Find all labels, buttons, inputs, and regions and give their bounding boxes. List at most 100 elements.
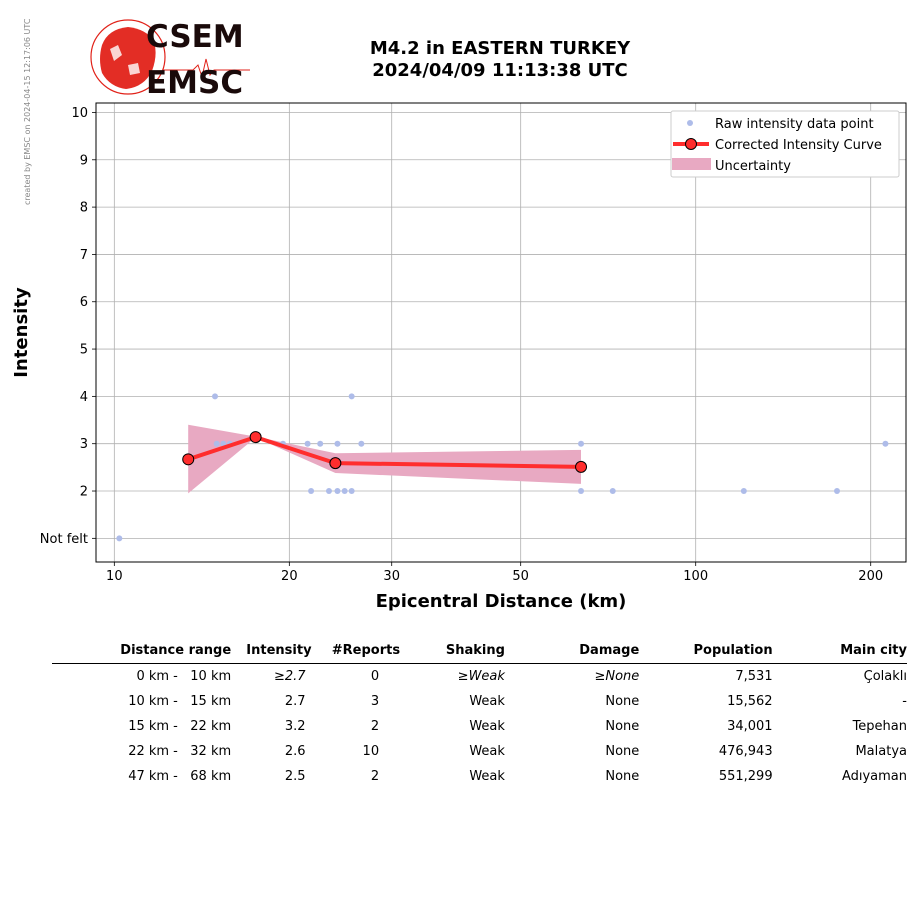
y-tick-label: 3 <box>80 437 88 452</box>
plot-frame <box>95 102 907 563</box>
x-tick-label: 200 <box>858 569 883 584</box>
uncertainty-band <box>188 424 581 494</box>
legend-raw-marker <box>687 120 693 126</box>
table-row: 22 km - 32 km 2.6 10 Weak None 476,943 Malatya <box>52 739 907 764</box>
grid-lines <box>96 103 906 562</box>
uncertainty-area <box>188 424 581 494</box>
table-cell-population: 15,562 <box>727 694 773 709</box>
logo-seismogram <box>163 58 250 79</box>
y-tick-label: 9 <box>80 153 88 168</box>
table-cell-reports: 10 <box>362 744 380 759</box>
curve-point <box>575 460 588 473</box>
y-tick-label: 4 <box>80 390 88 405</box>
table-cell-distance: 0 km - 10 km <box>136 669 232 684</box>
table-row: 0 km - 10 km ≥2.7 0 ≥Weak ≥None 7,531 Çolaklı <box>52 664 907 690</box>
header-distance: Distance range <box>120 643 232 658</box>
table-cell-distance: 47 km - 68 km <box>128 769 232 784</box>
logo-text-emsc: EMSC <box>146 65 243 100</box>
raw-data-point <box>317 440 324 447</box>
raw-data-point <box>212 393 219 400</box>
table-cell-intensity: 3.2 <box>284 719 306 734</box>
raw-data-point <box>609 488 616 495</box>
table-row: 15 km - 22 km 3.2 2 Weak None 34,001 Tepehan <box>52 714 907 739</box>
x-tick-label: 30 <box>383 569 400 584</box>
table-cell-intensity: 2.5 <box>284 769 306 784</box>
raw-data-point <box>578 440 585 447</box>
table-cell-distance: 15 km - 22 km <box>128 719 232 734</box>
table-cell-damage: ≥None <box>594 669 640 684</box>
y-tick-label: 7 <box>80 248 88 263</box>
table-cell-shaking: ≥Weak <box>457 669 505 684</box>
x-axis-label: Epicentral Distance (km) <box>376 591 627 612</box>
legend-box <box>670 110 900 178</box>
curve-point <box>249 431 262 444</box>
raw-data-point <box>740 488 747 495</box>
title-line-1: M4.2 in EASTERN TURKEY <box>369 38 631 59</box>
table-cell-reports: 2 <box>370 769 380 784</box>
table-cell-shaking: Weak <box>469 694 505 709</box>
table-cell-city: - <box>902 694 907 709</box>
table-cell-population: 476,943 <box>718 744 773 759</box>
raw-data-point <box>334 440 341 447</box>
raw-data-point <box>348 393 355 400</box>
table-header-row: Distance range Intensity #Reports Shakin… <box>52 640 907 664</box>
table-cell-damage: None <box>605 719 640 734</box>
table-cell-damage: None <box>605 744 640 759</box>
curve-line <box>187 435 582 469</box>
legend-curve-marker <box>685 138 697 150</box>
raw-data-point <box>882 440 889 447</box>
logo-map-detail <box>110 45 140 75</box>
y-tick-label: 10 <box>71 106 88 121</box>
raw-data-point <box>213 440 220 447</box>
raw-data-point <box>348 488 355 495</box>
raw-data-point <box>308 488 315 495</box>
table-body: 0 km - 10 km ≥2.7 0 ≥Weak ≥None 7,531 Çolaklı 1… <box>52 664 907 790</box>
y-tick-label: Not felt <box>40 532 88 547</box>
raw-data-point <box>358 440 365 447</box>
table-cell-distance: 22 km - 32 km <box>128 744 232 759</box>
table-cell-distance: 10 km - 15 km <box>128 694 232 709</box>
x-tick-label: 10 <box>106 569 123 584</box>
curve-point <box>329 457 342 470</box>
table-cell-city: Malatya <box>855 744 907 759</box>
table-row: 47 km - 68 km 2.5 2 Weak None 551,299 Adıyaman <box>52 764 907 789</box>
table-cell-city: Adıyaman <box>841 769 907 784</box>
table-cell-intensity: ≥2.7 <box>273 669 306 684</box>
logo-globe-outline <box>90 19 166 95</box>
raw-data-point <box>334 488 341 495</box>
x-tick-label: 20 <box>281 569 298 584</box>
table-cell-reports: 3 <box>370 694 380 709</box>
table-cell-population: 551,299 <box>718 769 773 784</box>
table-cell-population: 34,001 <box>727 719 773 734</box>
raw-data-point <box>578 488 585 495</box>
table-cell-damage: None <box>605 769 640 784</box>
table-cell-shaking: Weak <box>469 769 505 784</box>
x-tick-label: 50 <box>512 569 529 584</box>
legend-label: Raw intensity data point <box>715 117 874 132</box>
table-row: 10 km - 15 km 2.7 3 Weak None 15,562 - <box>52 689 907 714</box>
legend: Raw intensity data point Corrected Intens… <box>670 110 900 178</box>
raw-data-point <box>116 535 123 542</box>
x-tick-label: 100 <box>683 569 708 584</box>
table-cell-shaking: Weak <box>469 744 505 759</box>
y-tick-label: 6 <box>80 295 88 310</box>
table-cell-damage: None <box>605 694 640 709</box>
logo-text-csem: CSEM <box>146 19 244 55</box>
table-cell-reports: 2 <box>370 719 380 734</box>
axes: 10 20 30 50 100 200 Not felt 2 3 4 5 6 7 8 9 10 Epicentr… <box>11 102 907 612</box>
y-tick-label: 5 <box>80 343 88 358</box>
legend-label: Corrected Intensity Curve <box>715 138 882 153</box>
logo-map-shape <box>100 27 156 89</box>
header-main-city: Main city <box>840 643 907 658</box>
legend-uncertainty-swatch <box>672 158 711 170</box>
legend-label: Uncertainty <box>715 159 791 174</box>
header-intensity: Intensity <box>246 643 312 658</box>
y-tick-label: 8 <box>80 201 88 216</box>
header-shaking: Shaking <box>445 643 505 658</box>
header-damage: Damage <box>579 643 640 658</box>
raw-data-point <box>304 440 311 447</box>
chart-title: M4.2 in EASTERN TURKEY 2024/04/09 11:13:… <box>300 38 700 82</box>
y-tick-label: 2 <box>80 485 88 500</box>
table-cell-shaking: Weak <box>469 719 505 734</box>
raw-data-point <box>341 488 348 495</box>
